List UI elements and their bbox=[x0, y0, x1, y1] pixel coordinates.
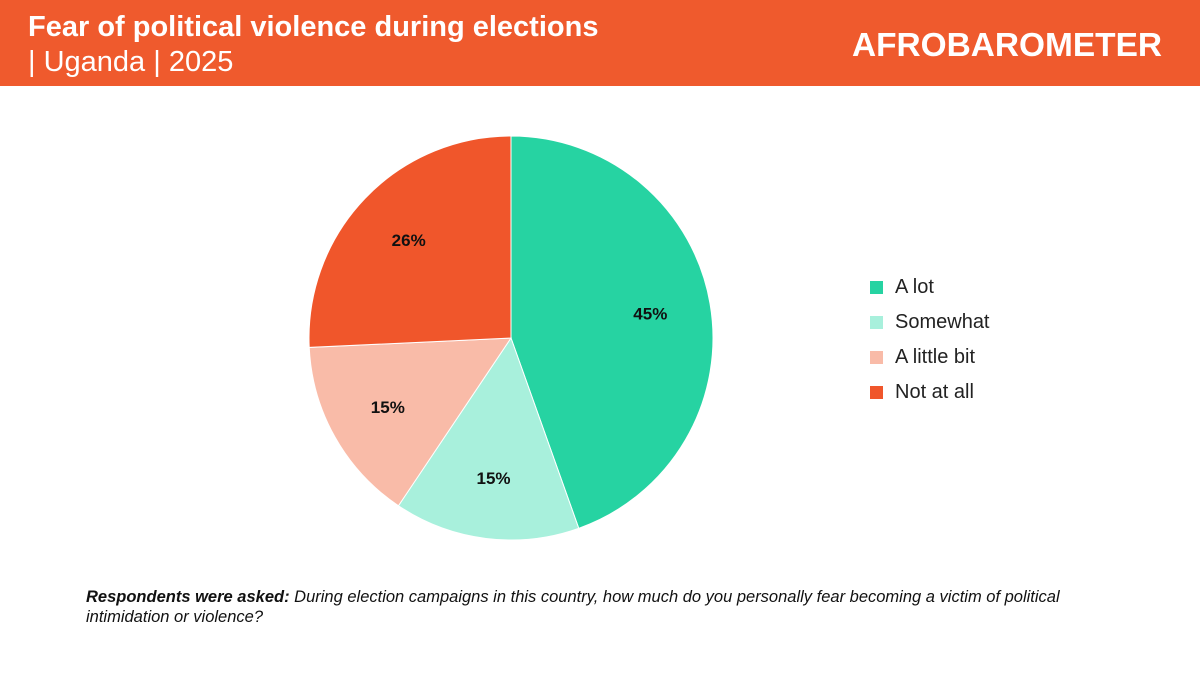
legend-swatch bbox=[870, 351, 883, 364]
header-bar: Fear of political violence during electi… bbox=[0, 0, 1200, 86]
data-label-somewhat: 15% bbox=[476, 469, 510, 488]
chart-subtitle: | Uganda | 2025 bbox=[28, 46, 234, 78]
legend-swatch bbox=[870, 281, 883, 294]
pie-slice-a-little-bit bbox=[308, 337, 512, 507]
legend-swatch bbox=[870, 316, 883, 329]
brand-wordmark: AFROBAROMETER bbox=[852, 26, 1162, 63]
pie-chart: 45% 15% 15% 26% bbox=[308, 135, 714, 541]
legend-item-a-lot: A lot bbox=[870, 270, 990, 305]
data-label-not-at-all: 26% bbox=[392, 231, 426, 250]
data-label-a-little-bit: 15% bbox=[371, 398, 405, 417]
legend-label: A little bit bbox=[895, 346, 976, 368]
note-lead: Respondents were asked: bbox=[86, 588, 290, 606]
legend-item-not-at-all: Not at all bbox=[870, 375, 990, 410]
pie-slice-somewhat bbox=[397, 336, 580, 541]
legend: A lot Somewhat A little bit Not at all bbox=[870, 270, 990, 410]
chart-title: Fear of political violence during electi… bbox=[28, 11, 599, 43]
legend-item-a-little-bit: A little bit bbox=[870, 340, 990, 375]
legend-label: Somewhat bbox=[895, 311, 990, 333]
legend-label: Not at all bbox=[895, 381, 974, 403]
data-label-a-lot: 45% bbox=[633, 304, 667, 323]
legend-label: A lot bbox=[895, 276, 934, 298]
note-text: During election campaigns in this countr… bbox=[86, 588, 1060, 626]
legend-swatch bbox=[870, 386, 883, 399]
afrobarometer-logo: AFROBAROMETER bbox=[852, 22, 1172, 66]
pie-slice-not-at-all bbox=[308, 135, 512, 348]
pie-slice-a-lot bbox=[510, 135, 714, 529]
legend-item-somewhat: Somewhat bbox=[870, 305, 990, 340]
survey-question-note: Respondents were asked: During election … bbox=[86, 587, 1126, 627]
